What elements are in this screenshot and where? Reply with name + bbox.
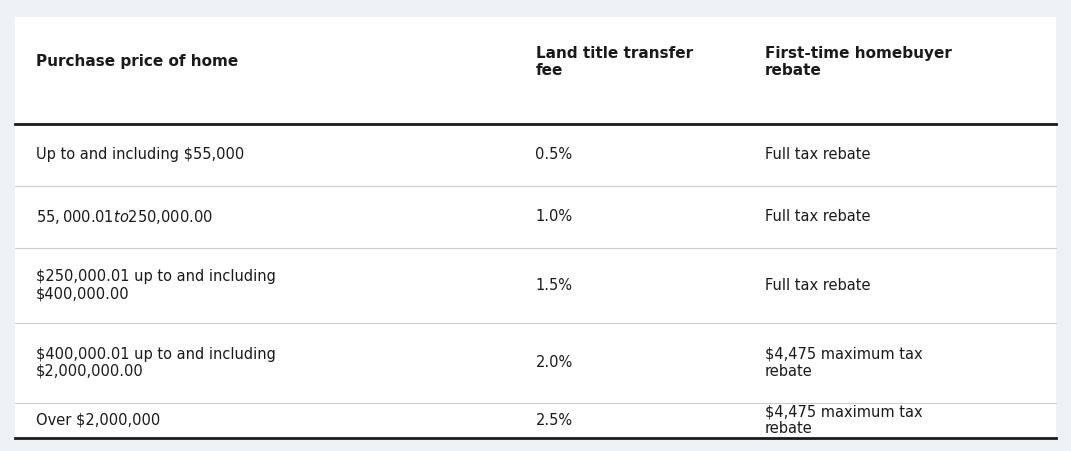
Text: 2.5%: 2.5% <box>536 413 573 428</box>
Text: First-time homebuyer
rebate: First-time homebuyer rebate <box>765 46 951 78</box>
Text: $250,000.01 up to and including
$400,000.00: $250,000.01 up to and including $400,000… <box>35 269 275 301</box>
Text: $4,475 maximum tax
rebate: $4,475 maximum tax rebate <box>765 404 922 437</box>
Text: Up to and including $55,000: Up to and including $55,000 <box>35 147 244 162</box>
Text: 1.5%: 1.5% <box>536 278 573 293</box>
FancyBboxPatch shape <box>15 18 1056 438</box>
Text: 0.5%: 0.5% <box>536 147 573 162</box>
Text: Full tax rebate: Full tax rebate <box>765 209 870 224</box>
Text: $55,000.01 to $250,000.00: $55,000.01 to $250,000.00 <box>35 207 212 226</box>
Text: 2.0%: 2.0% <box>536 355 573 370</box>
Text: $400,000.01 up to and including
$2,000,000.00: $400,000.01 up to and including $2,000,0… <box>35 346 275 379</box>
Text: Purchase price of home: Purchase price of home <box>35 54 238 69</box>
Text: Land title transfer
fee: Land title transfer fee <box>536 46 693 78</box>
Text: $4,475 maximum tax
rebate: $4,475 maximum tax rebate <box>765 346 922 379</box>
Text: 1.0%: 1.0% <box>536 209 573 224</box>
Text: Over $2,000,000: Over $2,000,000 <box>35 413 160 428</box>
Text: Full tax rebate: Full tax rebate <box>765 278 870 293</box>
Text: Full tax rebate: Full tax rebate <box>765 147 870 162</box>
